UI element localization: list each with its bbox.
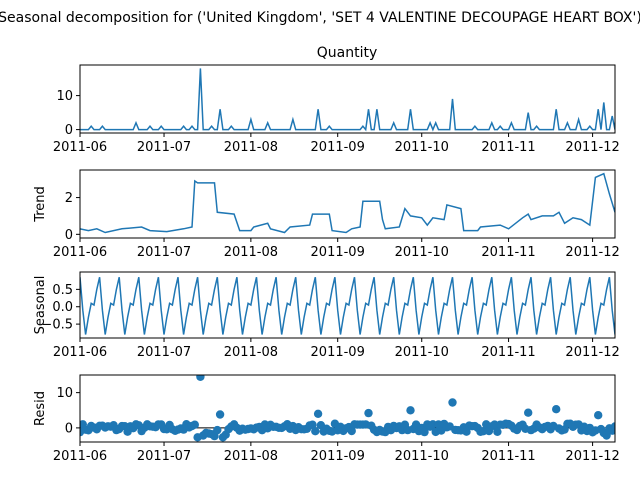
seasonal-xtick-label: 2011-09 [311,345,365,360]
trend-xtick-label: 2011-10 [395,245,449,260]
seasonal-xtick-label: 2011-06 [53,345,107,360]
resid-xtick-label: 2011-11 [481,449,535,464]
quantity-xtick-label: 2011-06 [53,140,107,155]
seasonal-data [80,277,615,335]
seasonal-xtick-label: 2011-07 [137,345,191,360]
seasonal-xtick-label: 2011-12 [565,345,619,360]
resid-point [552,405,561,414]
seasonal-ytick-label: −0.5 [41,318,73,333]
trend-xtick-label: 2011-12 [565,245,619,260]
trend-frame [79,169,616,239]
quantity-panel-title: Quantity [317,45,378,61]
resid-xtick-label: 2011-10 [395,449,449,464]
seasonal-series-line [80,277,615,335]
resid-ytick-label: 10 [56,386,73,401]
resid-point [347,426,356,436]
resid-ylabel: Resid [33,391,48,426]
seasonal-xtick-label: 2011-11 [481,345,535,360]
resid-point [594,411,603,420]
quantity-xtick-label: 2011-07 [137,140,191,155]
quantity-frame [79,64,616,134]
seasonal-ytick-label: 0.0 [52,300,73,315]
quantity-xtick-label: 2011-12 [565,140,619,155]
quantity-xtick-label: 2011-11 [481,140,535,155]
resid-xtick-label: 2011-08 [224,449,278,464]
seasonal-ylabel: Seasonal [33,276,48,335]
resid-point [215,410,225,419]
resid-point [311,427,320,436]
resid-point [602,431,611,440]
quantity-ytick-label: 10 [56,89,73,104]
figure-suptitle: Seasonal decomposition for ('United King… [0,10,640,26]
trend-xtick-label: 2011-09 [311,245,365,260]
seasonal-ytick-label: 0.5 [52,283,73,298]
resid-point [308,420,317,429]
resid-point [524,408,533,417]
resid-point [610,422,615,431]
resid-panel: 0 10 Resid 2011-06 2011-07 2011-08 2011-09 2011… [33,374,620,464]
resid-data [80,375,615,442]
trend-ytick-label: 2 [65,191,73,206]
quantity-xtick-label: 2011-09 [311,140,365,155]
resid-point [364,408,373,418]
resid-xtick-label: 2011-06 [53,449,107,464]
resid-xtick-label: 2011-12 [565,449,619,464]
resid-xtick-label: 2011-09 [311,449,365,464]
seasonal-xtick-label: 2011-08 [224,345,278,360]
quantity-data [80,68,615,132]
trend-panel: 0 2 Trend 2011-06 2011-07 2011-08 2011-09 2011-… [33,169,620,260]
trend-xtick-label: 2011-07 [137,245,191,260]
resid-ytick-label: 0 [65,421,73,436]
trend-ylabel: Trend [33,186,48,223]
quantity-ytick-label: 0 [65,123,73,138]
resid-xtick-label: 2011-07 [137,449,191,464]
quantity-panel: 0 10 2011-06 2011-07 2011-08 2011-09 2011-10 20… [53,64,620,155]
resid-frame [79,374,616,443]
trend-xtick-label: 2011-06 [53,245,107,260]
resid-point [448,398,457,407]
seasonal-frame [79,271,616,339]
trend-series-line [80,172,615,234]
trend-xtick-label: 2011-08 [224,245,278,260]
quantity-series-line [80,68,615,132]
quantity-xtick-label: 2011-08 [224,140,278,155]
trend-ytick-label: 0 [65,228,73,243]
resid-point [313,409,323,418]
trend-xtick-label: 2011-11 [481,245,535,260]
resid-point [493,427,502,436]
resid-point [406,406,415,415]
trend-data [80,172,615,234]
resid-point [190,420,199,429]
resid-point [196,375,205,381]
quantity-xtick-label: 2011-10 [395,140,449,155]
seasonal-xtick-label: 2011-10 [395,345,449,360]
resid-point [213,425,222,435]
resid-point [420,427,429,437]
